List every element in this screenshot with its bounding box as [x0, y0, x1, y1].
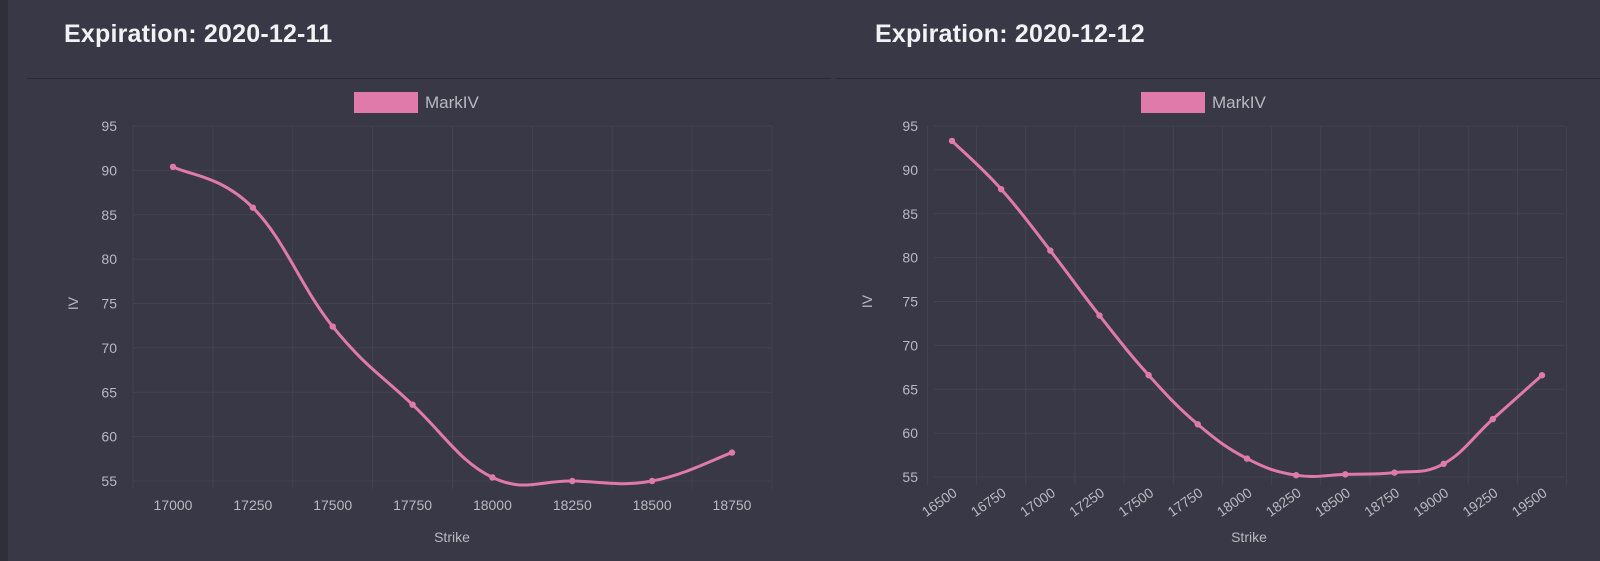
data-point[interactable] [1096, 312, 1103, 319]
x-tick-label: 17500 [313, 497, 352, 513]
panel-divider [836, 78, 1600, 79]
y-tick-label: 85 [101, 207, 117, 223]
x-tick-label: 16500 [919, 484, 960, 520]
data-point[interactable] [1145, 372, 1152, 379]
series-line-markiv [950, 139, 1544, 478]
y-axis-title: IV [65, 296, 81, 310]
x-tick-label: 17500 [1115, 484, 1156, 520]
x-tick-label: 17750 [393, 497, 432, 513]
x-tick-label: 17750 [1164, 484, 1205, 520]
series-line-markiv [171, 165, 734, 487]
y-tick-label: 80 [101, 251, 117, 267]
x-tick-label: 18250 [1263, 484, 1304, 520]
data-point[interactable] [169, 163, 177, 171]
y-tick-label: 75 [902, 294, 918, 310]
x-tick-label: 17250 [233, 497, 272, 513]
x-tick-label: 17250 [1066, 484, 1107, 520]
x-axis-title: Strike [434, 529, 470, 545]
data-point[interactable] [1194, 421, 1202, 428]
x-axis-title: Strike [1231, 529, 1267, 545]
y-tick-label: 90 [101, 162, 117, 178]
x-tick-label: 19500 [1509, 484, 1550, 520]
data-point[interactable] [1292, 472, 1300, 479]
data-point[interactable] [997, 185, 1005, 193]
chart-panel-1: Expiration: 2020-12-11 MarkIV 95 90 85 80 75 7… [26, 0, 831, 561]
y-tick-label: 80 [902, 250, 918, 266]
chart-panel-2: Expiration: 2020-12-12 MarkIV 95 90 85 80 75 7… [836, 0, 1600, 561]
x-tick-label: 17000 [1017, 484, 1058, 520]
data-point[interactable] [569, 477, 576, 485]
y-tick-label: 85 [902, 206, 918, 222]
x-tick-label: 18000 [1214, 484, 1255, 520]
x-tick-label: 18750 [1361, 484, 1402, 520]
y-tick-label: 70 [101, 340, 117, 356]
window-edge [0, 0, 8, 561]
chart-legend[interactable]: MarkIV [354, 92, 480, 113]
chart-title: Expiration: 2020-12-12 [875, 20, 1145, 48]
data-point[interactable] [249, 204, 257, 211]
x-tick-label: 19250 [1459, 484, 1500, 520]
y-tick-label: 65 [902, 381, 918, 397]
y-tick-label: 70 [902, 337, 918, 353]
data-point[interactable] [1243, 455, 1251, 462]
data-point[interactable] [1440, 460, 1447, 468]
legend-label: MarkIV [425, 93, 480, 112]
legend-label: MarkIV [1212, 93, 1267, 112]
iv-line-chart: MarkIV 95 90 85 80 75 70 65 60 55 17000 17250 17500 1… [65, 92, 773, 545]
data-point[interactable] [1342, 471, 1349, 478]
x-tick-label: 18500 [1312, 484, 1353, 520]
data-point[interactable] [1489, 415, 1497, 423]
data-point[interactable] [728, 449, 736, 456]
y-axis-title: IV [859, 294, 875, 308]
y-tick-label: 75 [101, 296, 117, 312]
x-tick-label: 19000 [1410, 484, 1451, 520]
data-point[interactable] [948, 137, 956, 145]
y-tick-label: 95 [101, 118, 117, 134]
data-point[interactable] [1047, 247, 1054, 254]
x-tick-label: 18000 [473, 497, 512, 513]
chart-legend[interactable]: MarkIV [1141, 92, 1267, 113]
legend-swatch [1141, 92, 1205, 113]
y-tick-label: 55 [101, 473, 117, 489]
x-tick-label: 18750 [713, 497, 752, 513]
x-tick-label: 18500 [633, 497, 672, 513]
y-tick-label: 60 [902, 425, 918, 441]
legend-swatch [354, 92, 418, 113]
x-tick-label: 18250 [553, 497, 592, 513]
data-point[interactable] [1538, 372, 1546, 379]
y-tick-label: 90 [902, 162, 918, 178]
x-tick-label: 16750 [968, 484, 1009, 520]
data-point[interactable] [329, 323, 336, 330]
y-tick-label: 95 [902, 118, 918, 134]
y-tick-label: 60 [101, 429, 117, 445]
data-point[interactable] [409, 401, 416, 408]
y-tick-label: 65 [101, 384, 117, 400]
data-point[interactable] [489, 474, 496, 481]
data-point[interactable] [648, 477, 656, 485]
chart-title: Expiration: 2020-12-11 [64, 20, 333, 48]
y-tick-label: 55 [902, 469, 918, 485]
x-tick-label: 17000 [154, 497, 193, 513]
panel-divider [26, 78, 831, 79]
data-point[interactable] [1391, 469, 1398, 476]
